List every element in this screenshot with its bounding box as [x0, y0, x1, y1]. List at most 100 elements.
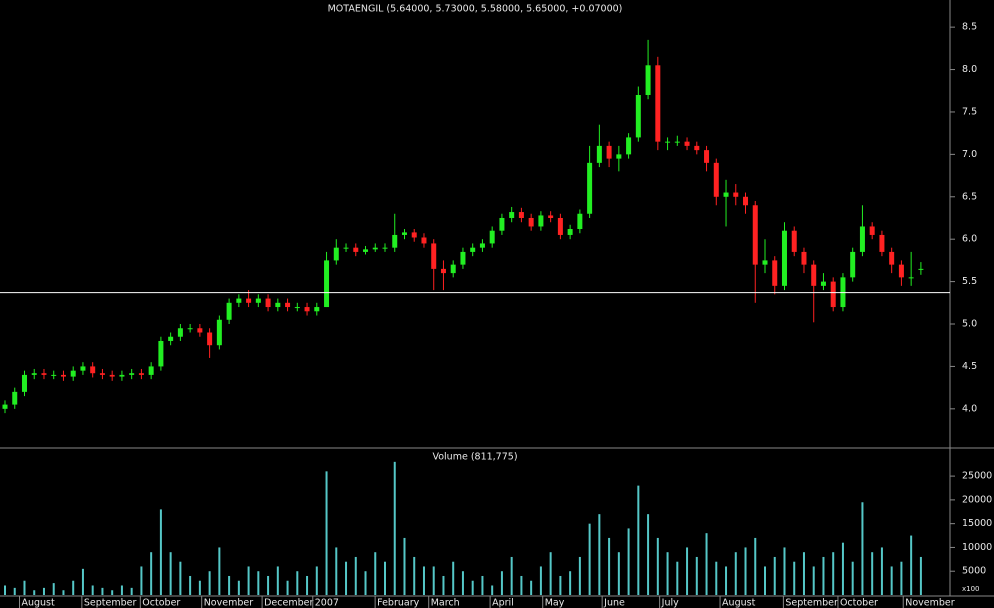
candle-body	[811, 264, 817, 286]
candle-body	[80, 366, 86, 371]
candle-body	[538, 215, 544, 227]
candle-body	[830, 281, 836, 308]
volume-bar	[384, 561, 386, 595]
candle-body	[801, 251, 807, 265]
volume-bar	[461, 571, 464, 595]
candle-body	[596, 145, 602, 163]
y-tick-label: 4.0	[962, 403, 977, 414]
y-tick-label: 7.0	[962, 149, 977, 160]
volume-bar	[832, 552, 835, 595]
candle-body	[372, 247, 378, 250]
volume-bar	[91, 585, 94, 595]
candle-body	[723, 192, 729, 197]
candle-body	[382, 247, 388, 249]
candle-body	[626, 137, 632, 155]
volume-bar	[725, 566, 728, 595]
candle-body	[781, 230, 787, 286]
volume-bar	[764, 566, 766, 595]
volume-bar	[452, 561, 455, 595]
volume-bar	[686, 547, 689, 595]
candle-body	[392, 234, 398, 248]
x-tick-label: November	[204, 598, 254, 608]
y-tick-label: 5.5	[962, 276, 977, 287]
candle-body	[557, 217, 563, 235]
candle-body	[460, 251, 466, 265]
volume-bar	[754, 537, 757, 595]
volume-bar	[666, 552, 669, 595]
volume-bar	[286, 580, 289, 595]
candle-body	[21, 374, 27, 392]
candle-body	[12, 391, 18, 405]
candle-body	[577, 213, 583, 230]
candle-body	[119, 374, 125, 377]
volume-bar	[218, 547, 221, 595]
volume-bar	[793, 561, 796, 595]
candle-body	[304, 307, 310, 312]
candle-body	[684, 141, 690, 146]
candle-body	[898, 264, 904, 278]
candle-body	[674, 141, 680, 143]
candle-body	[450, 264, 456, 274]
volume-bar	[267, 575, 270, 595]
volume-bar	[549, 552, 552, 595]
candle-body	[363, 249, 369, 252]
candle-body	[246, 298, 252, 303]
candle-body	[138, 373, 144, 375]
candle-body	[616, 154, 622, 159]
volume-bar	[695, 556, 698, 595]
candle-body	[431, 243, 437, 269]
volume-bar	[744, 547, 747, 595]
volume-bar	[62, 590, 65, 595]
candle-body	[665, 141, 671, 143]
volume-bar	[637, 485, 640, 595]
candle-body	[655, 65, 661, 142]
candle-body	[548, 215, 554, 218]
volume-bar	[471, 580, 474, 595]
x-tick-label: September	[785, 598, 838, 608]
volume-bar	[374, 552, 377, 595]
x-tick-label: July	[661, 598, 679, 608]
volume-bar	[169, 552, 172, 595]
y-tick-label: 4.5	[962, 361, 977, 372]
candle-body	[31, 373, 37, 375]
volume-bar	[851, 561, 854, 595]
candle-body	[236, 298, 242, 303]
volume-bar	[734, 552, 737, 595]
x-tick-label: December	[264, 598, 313, 608]
volume-bar	[335, 547, 338, 595]
y-tick-label: 15000	[962, 518, 992, 529]
volume-bar	[500, 571, 503, 595]
candle-body	[479, 243, 485, 248]
x-tick-label: May	[545, 598, 565, 608]
candle-body	[333, 247, 339, 261]
candle-body	[177, 328, 183, 337]
candle-body	[499, 217, 505, 231]
x-tick-label: June	[603, 598, 625, 608]
volume-bar	[101, 587, 104, 595]
candle-body	[791, 230, 797, 252]
candle-body	[158, 340, 164, 367]
volume-bar	[276, 566, 279, 595]
candle-body	[99, 373, 105, 375]
candle-body	[109, 374, 115, 377]
volume-bar	[617, 552, 620, 595]
volume-bar	[510, 556, 513, 595]
candle-body	[226, 302, 232, 320]
volume-bar	[81, 568, 84, 595]
volume-bar	[247, 566, 250, 595]
volume-bar	[919, 556, 922, 595]
candle-body	[743, 196, 749, 206]
candle-body	[421, 237, 427, 244]
volume-bar	[559, 575, 562, 595]
candle-body	[869, 226, 875, 235]
volume-bar	[491, 585, 494, 595]
x-tick-label: August	[21, 598, 55, 608]
volume-title: Volume (811,775)	[432, 452, 517, 463]
x-tick-label: October	[142, 598, 180, 608]
candle-body	[733, 192, 739, 197]
price-title: MOTAENGIL (5.64000, 5.73000, 5.58000, 5.…	[328, 4, 623, 15]
candle-body	[207, 332, 213, 346]
candle-body	[606, 145, 612, 159]
volume-bar	[150, 552, 153, 595]
